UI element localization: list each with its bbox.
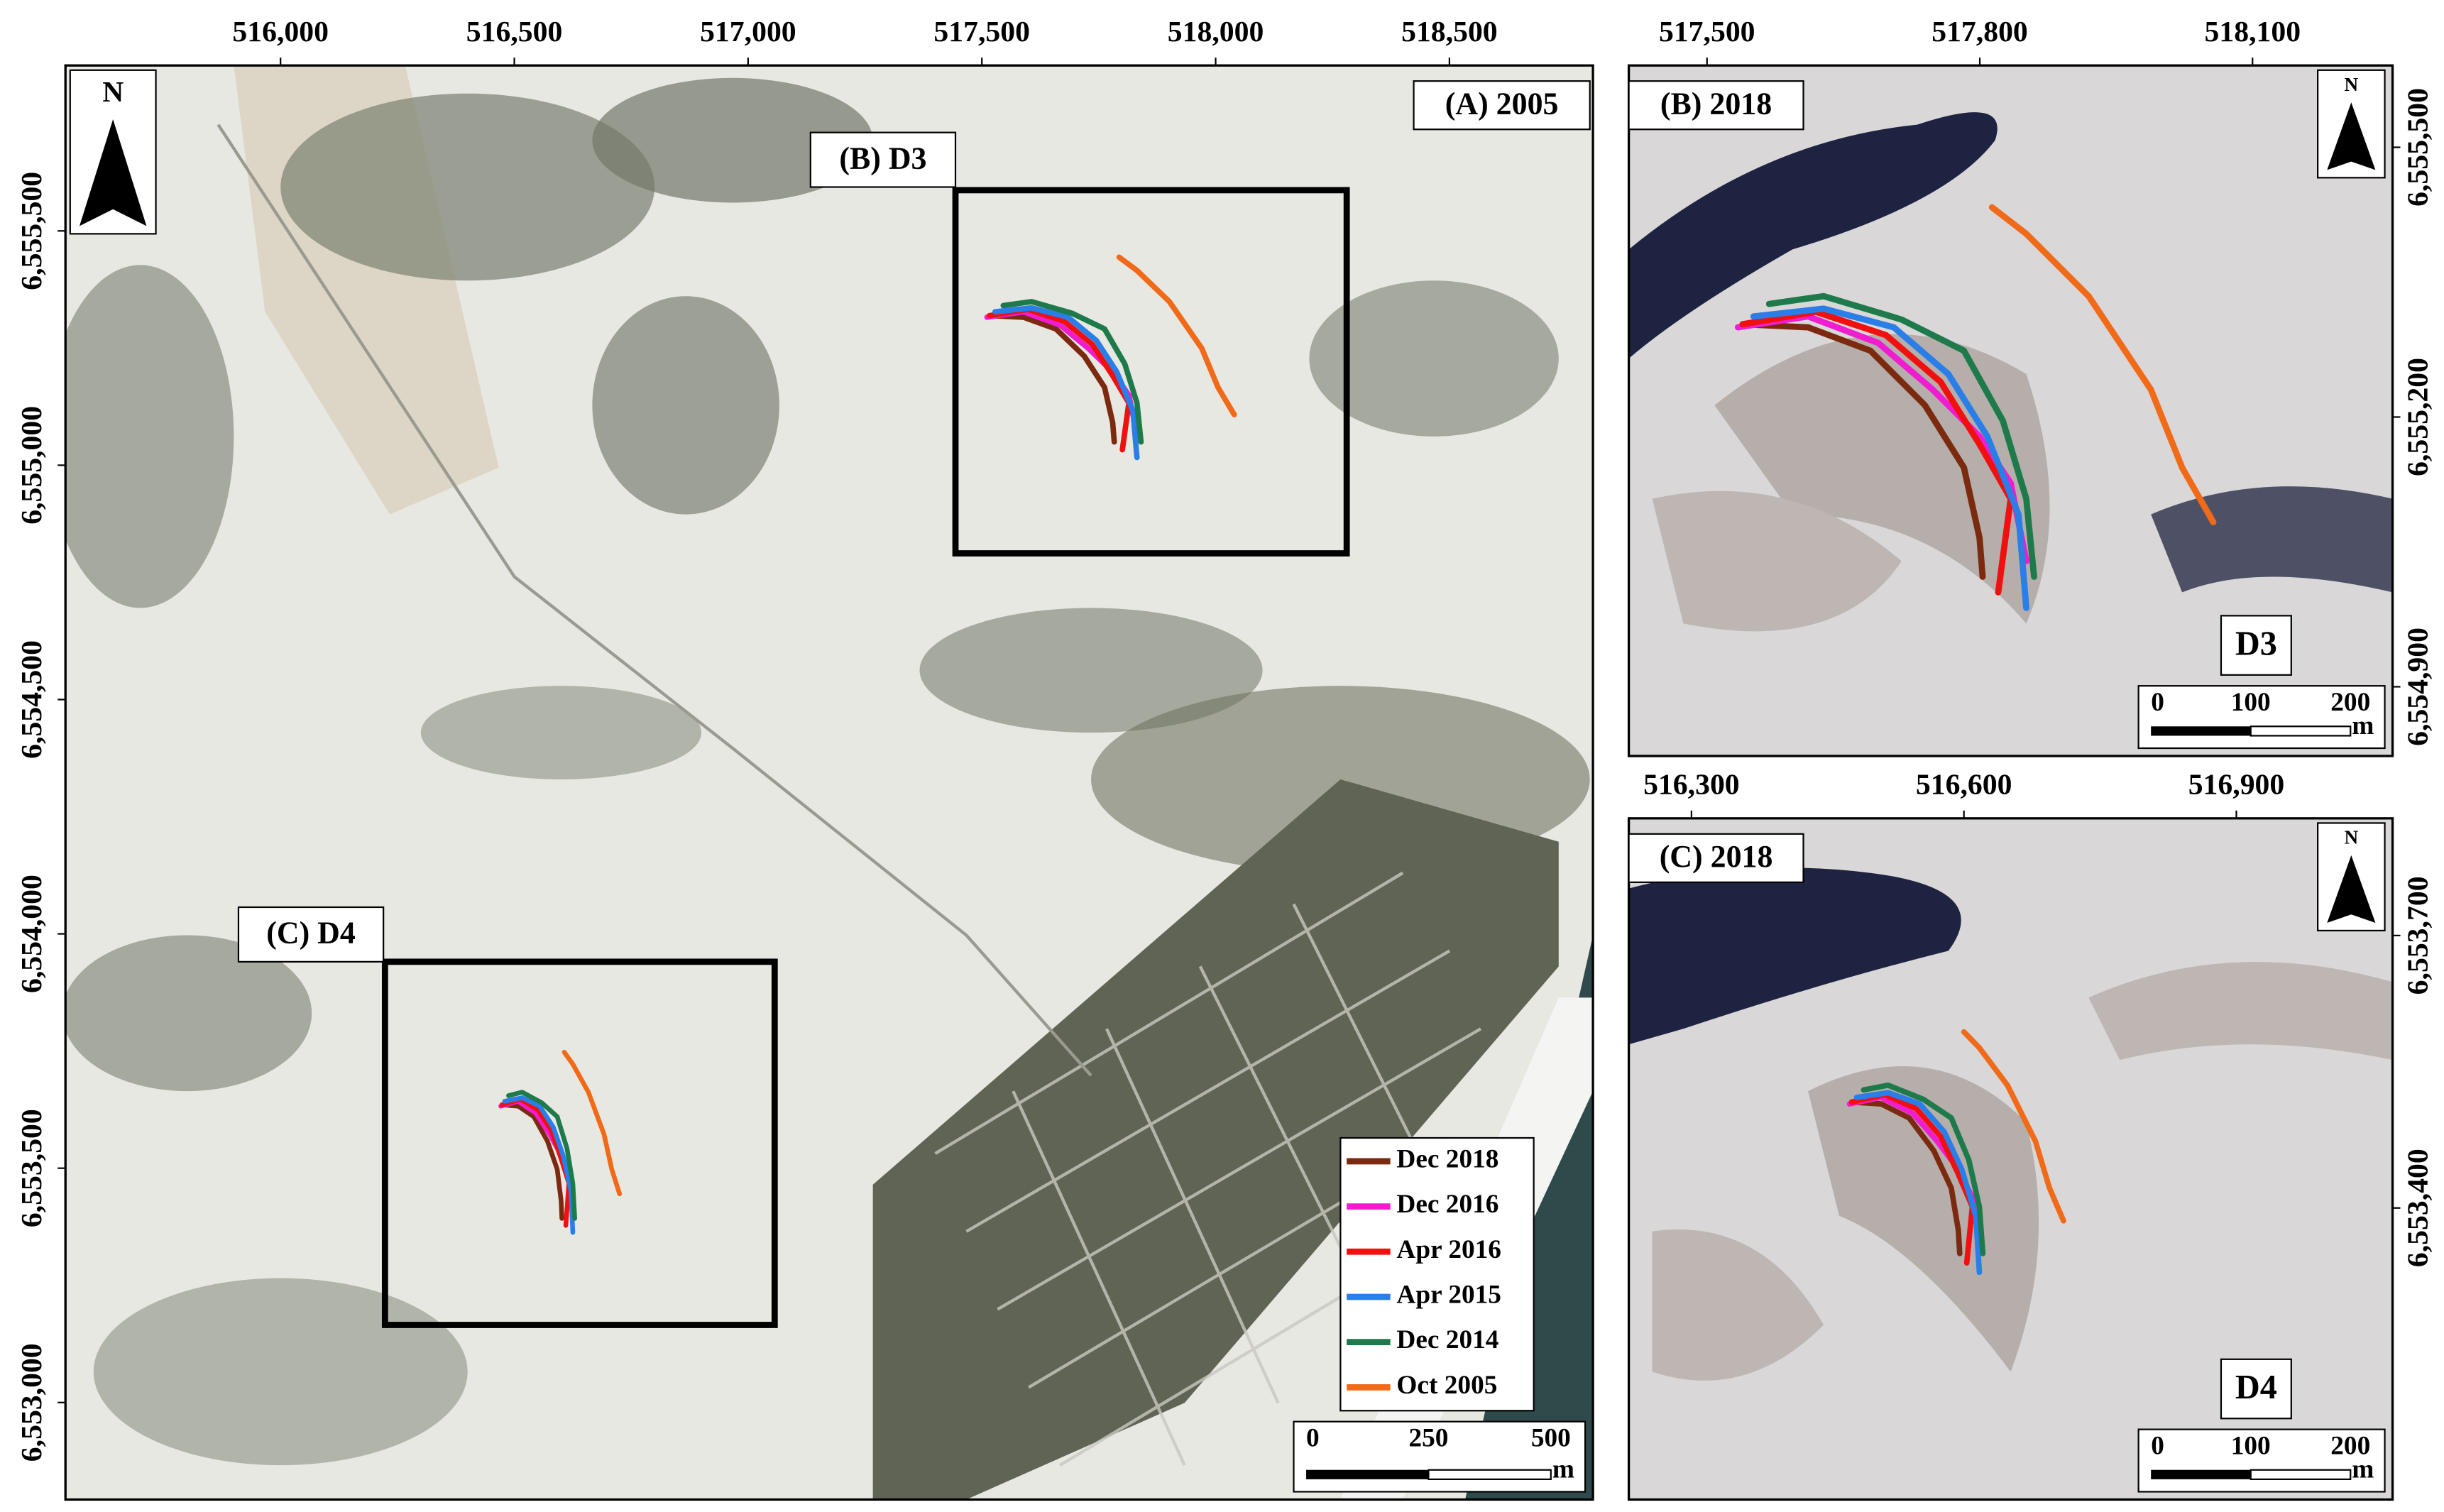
x-tick-label: 517,500 — [1659, 16, 1755, 48]
x-tick-label: 516,500 — [466, 16, 563, 48]
y-tick-label: 6,553,400 — [2402, 1149, 2435, 1267]
x-tick-label: 518,500 — [1401, 16, 1498, 48]
legend-box — [1339, 1136, 1535, 1412]
scale-label: 200 — [2330, 1432, 2370, 1461]
y-tick-label: 6,554,000 — [16, 875, 48, 993]
scale-box — [2137, 685, 2386, 750]
y-tick-label: 6,554,500 — [16, 640, 48, 759]
dune-crest-line — [1765, 292, 2037, 580]
panel-frame — [1627, 817, 2394, 1501]
y-tick-label: 6,555,200 — [2402, 358, 2435, 476]
site-label-box — [2220, 1358, 2292, 1420]
scale-label: 0 — [2151, 1432, 2164, 1461]
panel-frame — [1627, 64, 2394, 757]
panel-label: (C) 2018 — [1660, 840, 1773, 874]
inset-box — [952, 187, 1350, 557]
legend-label: Dec 2014 — [1396, 1325, 1498, 1354]
inset-box — [381, 958, 778, 1328]
dune-crest-line — [1848, 1099, 1963, 1256]
site-label-box — [2220, 615, 2292, 676]
scale-bar-dark — [2151, 726, 2251, 736]
inset-label: (C) D4 — [266, 916, 356, 951]
scale-box — [1293, 1420, 1587, 1493]
scale-label: 100 — [2231, 1432, 2271, 1461]
y-tick-label: 6,553,000 — [16, 1343, 48, 1462]
north-arrow — [79, 119, 147, 226]
legend-label: Apr 2015 — [1396, 1281, 1501, 1310]
scale-box — [2137, 1428, 2386, 1493]
x-tick-label: 517,800 — [1931, 16, 2028, 48]
legend-label: Apr 2016 — [1396, 1235, 1501, 1264]
y-tick-label: 6,553,700 — [2402, 876, 2435, 995]
scale-unit: m — [2352, 711, 2374, 740]
x-tick-label: 516,000 — [232, 16, 329, 48]
dune-crest-line — [1961, 1029, 2066, 1224]
y-tick-label: 6,553,500 — [16, 1109, 48, 1227]
x-tick-label: 516,300 — [1643, 768, 1740, 801]
scale-label: 0 — [1306, 1424, 1320, 1453]
north-arrow — [2327, 855, 2376, 923]
scale-label: 200 — [2330, 688, 2370, 717]
north-label: N — [2344, 74, 2358, 95]
y-tick-label: 6,554,900 — [2402, 628, 2435, 746]
inset-label: (B) D3 — [839, 141, 926, 175]
y-tick-label: 6,555,500 — [2402, 88, 2435, 207]
dune-crest-line — [992, 305, 1140, 461]
dune-crest-line — [1000, 299, 1144, 445]
dune-crest-line — [1853, 1090, 1983, 1276]
scale-bar-light — [2250, 725, 2352, 737]
dune-crest-line — [1116, 254, 1237, 417]
scale-bar-dark — [2151, 1469, 2251, 1479]
scale-label: 0 — [2151, 688, 2164, 717]
panel-label: (B) 2018 — [1660, 87, 1772, 121]
inset-label-box — [809, 131, 957, 188]
panel-label-box — [1413, 80, 1591, 131]
scale-bar-light — [1428, 1469, 1552, 1480]
x-tick-label: 516,600 — [1916, 768, 2012, 801]
dune-crest-line — [1739, 321, 1986, 580]
dune-crest-line — [1750, 305, 2029, 611]
x-tick-label: 517,500 — [933, 16, 1030, 48]
dune-crest-line — [1988, 204, 2217, 526]
x-tick-label: 517,000 — [700, 16, 796, 48]
panel-label-box — [1628, 80, 1804, 131]
y-tick-label: 6,555,500 — [16, 172, 48, 290]
panel-frame — [64, 64, 1594, 1501]
north-label: N — [102, 75, 124, 108]
site-label: D3 — [2235, 625, 2277, 662]
imagery-a — [65, 65, 1594, 1500]
scale-bar-dark — [1306, 1469, 1429, 1479]
y-tick-label: 6,555,000 — [16, 406, 48, 525]
dune-crest-line — [506, 1090, 577, 1221]
scale-unit: m — [2352, 1455, 2374, 1484]
dune-crest-line — [561, 1049, 623, 1197]
legend-label: Dec 2018 — [1396, 1144, 1498, 1173]
dune-crest-line — [1861, 1082, 1986, 1256]
x-tick-label: 518,000 — [1168, 16, 1264, 48]
x-tick-label: 518,100 — [2204, 16, 2301, 48]
scale-bar-light — [2250, 1469, 2352, 1480]
legend-label: Dec 2016 — [1396, 1190, 1498, 1219]
dune-crest-line — [1734, 313, 2029, 564]
x-tick-label: 516,900 — [2188, 768, 2285, 801]
legend-label: Oct 2005 — [1396, 1371, 1497, 1400]
scale-unit: m — [1552, 1455, 1574, 1484]
north-label: N — [2344, 826, 2358, 848]
dune-crest-line — [987, 312, 1117, 445]
scale-label: 100 — [2231, 688, 2271, 717]
site-label: D4 — [2235, 1369, 2277, 1406]
scale-label: 250 — [1408, 1424, 1448, 1453]
panel-label: (A) 2005 — [1445, 87, 1559, 121]
north-arrow — [2327, 102, 2376, 170]
dune-crest-line — [499, 1102, 564, 1221]
scale-label: 500 — [1531, 1424, 1571, 1453]
inset-label-box — [237, 906, 385, 963]
panel-label-box — [1628, 833, 1804, 883]
